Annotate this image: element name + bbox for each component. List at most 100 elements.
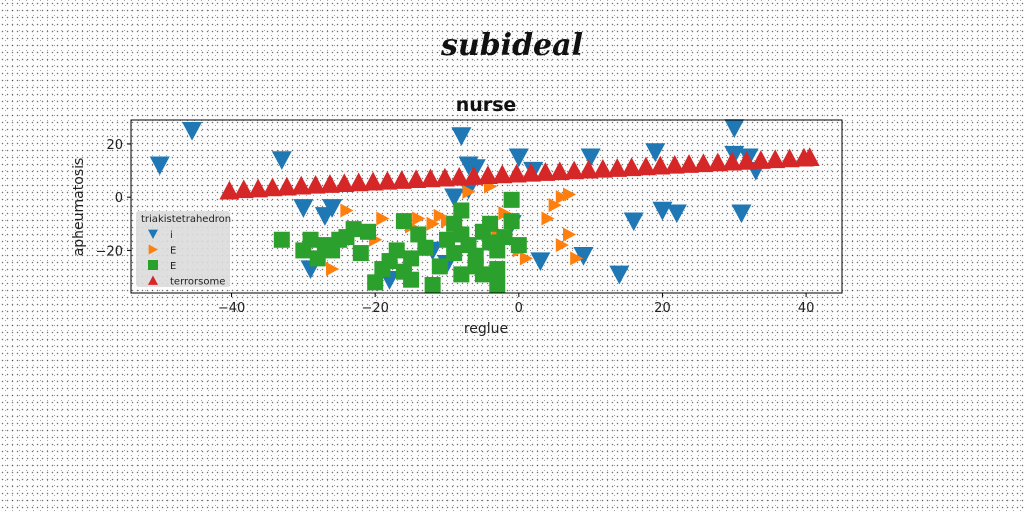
- data-point: [420, 168, 441, 188]
- data-point: [334, 173, 355, 193]
- data-point: [403, 250, 420, 267]
- legend-label: terrorsome: [170, 277, 225, 288]
- data-point: [340, 203, 354, 218]
- data-point: [621, 157, 642, 177]
- data-point: [424, 277, 441, 294]
- data-point: [555, 238, 569, 253]
- plot-frame: [130, 119, 843, 294]
- data-point: [489, 242, 506, 259]
- data-point: [377, 170, 398, 190]
- data-point: [666, 204, 687, 224]
- data-point: [652, 201, 673, 221]
- data-point: [348, 172, 369, 192]
- data-point: [360, 223, 376, 240]
- data-point: [736, 150, 757, 170]
- data-point: [395, 213, 412, 230]
- data-point: [446, 245, 463, 262]
- data-point: [406, 169, 427, 189]
- data-point: [580, 148, 601, 168]
- x-tick-label: −40: [218, 301, 245, 316]
- data-point: [477, 165, 498, 185]
- data-point: [489, 277, 506, 294]
- data-point: [391, 170, 412, 189]
- series-4: [219, 147, 820, 200]
- legend-marker: [148, 244, 158, 255]
- data-point: [503, 213, 520, 230]
- data-point: [731, 204, 752, 224]
- data-point: [314, 207, 335, 226]
- legend-label: i: [170, 230, 173, 241]
- data-point: [779, 148, 800, 168]
- data-point: [363, 171, 384, 191]
- data-point: [521, 162, 542, 182]
- legend-box: [136, 211, 230, 287]
- legend-marker: [148, 229, 158, 239]
- data-point: [462, 184, 476, 199]
- data-point: [403, 271, 420, 288]
- data-point: [453, 202, 470, 219]
- series-3: [273, 191, 527, 294]
- data-point: [271, 151, 292, 170]
- data-point: [519, 251, 533, 266]
- data-point: [465, 159, 486, 178]
- data-point: [508, 148, 529, 168]
- data-point: [149, 156, 170, 176]
- data-point: [449, 166, 470, 186]
- data-point: [439, 231, 455, 248]
- data-point: [570, 251, 584, 266]
- data-point: [724, 119, 745, 138]
- data-point: [417, 239, 434, 256]
- data-point: [219, 180, 240, 200]
- legend-marker: [148, 260, 158, 270]
- y-tick-label: 20: [106, 138, 123, 153]
- data-point: [352, 245, 369, 262]
- legend-title: triakistetrahedron: [141, 214, 231, 225]
- data-point: [276, 176, 297, 196]
- data-point: [496, 229, 513, 246]
- data-point: [693, 153, 714, 173]
- x-tick-label: 40: [798, 301, 815, 316]
- data-point: [453, 266, 470, 283]
- data-point: [722, 151, 743, 171]
- data-point: [291, 175, 312, 195]
- data-point: [302, 231, 319, 248]
- data-point: [444, 188, 465, 208]
- data-point: [564, 160, 585, 180]
- y-tick-label: −20: [96, 244, 123, 259]
- data-point: [549, 161, 570, 181]
- data-point: [592, 158, 613, 178]
- y-axis-label: apheumatosis: [71, 158, 87, 257]
- data-point: [233, 179, 254, 199]
- data-point: [367, 274, 384, 291]
- data-point: [765, 149, 786, 169]
- data-point: [309, 250, 326, 267]
- data-point: [503, 191, 520, 208]
- data-point: [555, 190, 569, 205]
- data-point: [563, 187, 577, 202]
- data-point: [510, 237, 527, 254]
- x-tick-label: −20: [361, 301, 388, 316]
- data-point: [434, 167, 455, 187]
- data-point: [262, 177, 283, 197]
- data-point: [463, 166, 484, 185]
- data-point: [707, 152, 728, 172]
- data-point: [446, 215, 463, 232]
- data-point: [724, 145, 745, 165]
- data-point: [293, 199, 314, 218]
- data-point: [326, 262, 340, 277]
- data-point: [412, 211, 426, 226]
- data-point: [541, 211, 555, 226]
- data-point: [623, 212, 644, 232]
- data-point: [319, 174, 340, 193]
- data-point: [467, 247, 484, 264]
- figure-suptitle: subideal: [441, 28, 583, 63]
- data-point: [248, 178, 269, 198]
- data-point: [664, 154, 685, 174]
- data-point: [489, 261, 506, 278]
- legend-label: E: [170, 261, 176, 272]
- data-point: [607, 158, 628, 177]
- data-point: [474, 266, 491, 283]
- data-point: [492, 164, 513, 184]
